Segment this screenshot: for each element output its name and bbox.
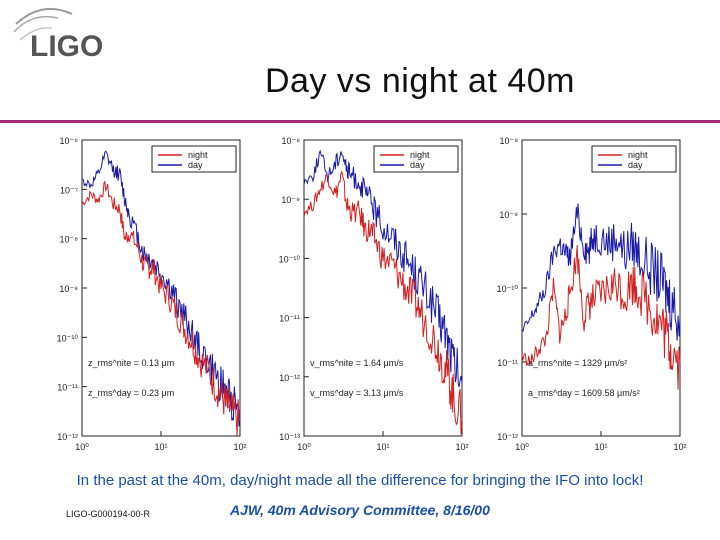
legend-label-day: day xyxy=(628,160,643,170)
chart-panel-velocity: 10⁻⁸ 10⁻⁹ 10⁻¹⁰ 10⁻¹¹ 10⁻¹² 10⁻¹³ 10⁰ 10¹ 10² nig… xyxy=(250,128,486,458)
x-tick-label: 10² xyxy=(455,442,468,452)
y-tick-label: 10⁻⁷ xyxy=(60,185,78,195)
y-tick-label: 10⁻¹⁰ xyxy=(57,333,79,343)
series-line-day xyxy=(303,149,463,388)
rms-annotation: z_rms^day = 0.23 μm xyxy=(88,388,174,398)
slide-caption: In the past at the 40m, day/night made a… xyxy=(76,472,644,489)
series-line-night xyxy=(521,245,681,390)
y-tick-label: 10⁻⁹ xyxy=(499,210,518,220)
series-line-night xyxy=(81,181,241,436)
y-tick-label: 10⁻¹⁰ xyxy=(279,254,301,264)
legend-label-night: night xyxy=(188,150,208,160)
y-tick-label: 10⁻¹² xyxy=(279,373,300,383)
rms-annotation: a_rms^day = 1609.58 μm/s² xyxy=(528,388,640,398)
page-title: Day vs night at 40m xyxy=(265,62,575,100)
ligo-logo: LIGO xyxy=(12,4,122,64)
document-id: LIGO-G000194-00-R xyxy=(66,509,151,519)
x-tick-label: 10² xyxy=(673,442,686,452)
x-tick-label: 10² xyxy=(233,442,246,452)
y-tick-label: 10⁻⁸ xyxy=(59,235,78,245)
legend-label-night: night xyxy=(410,150,430,160)
y-tick-label: 10⁻¹² xyxy=(57,432,78,442)
title-divider xyxy=(0,120,720,123)
x-tick-label: 10⁰ xyxy=(75,442,89,452)
y-tick-label: 10⁻⁶ xyxy=(60,136,79,146)
legend-frame xyxy=(591,145,677,173)
y-tick-label: 10⁻⁹ xyxy=(281,195,300,205)
legend-frame xyxy=(373,145,459,173)
y-tick-label: 10⁻¹³ xyxy=(279,432,300,442)
x-tick-label: 10⁰ xyxy=(297,442,311,452)
x-tick-label: 10¹ xyxy=(376,442,389,452)
x-tick-label: 10¹ xyxy=(594,442,607,452)
y-tick-label: 10⁻⁸ xyxy=(281,136,300,146)
footer-credit: AJW, 40m Advisory Committee, 8/16/00 xyxy=(230,502,490,518)
y-tick-label: 10⁻¹¹ xyxy=(57,383,78,393)
x-tick-label: 10¹ xyxy=(154,442,167,452)
series-line-night xyxy=(303,170,463,435)
logo-text: LIGO xyxy=(30,30,103,63)
rms-annotation: a_rms^nite = 1329 μm/s² xyxy=(528,358,627,368)
series-line-day xyxy=(81,150,241,427)
rms-annotation: v_rms^nite = 1.64 μm/s xyxy=(310,358,404,368)
y-tick-label: 10⁻¹¹ xyxy=(279,314,300,324)
chart-panel-displacement: 10⁻⁶ 10⁻⁷ 10⁻⁸ 10⁻⁹ 10⁻¹⁰ 10⁻¹¹ 10⁻¹² 10⁰ 10¹ 10²… xyxy=(28,128,264,458)
x-tick-label: 10⁰ xyxy=(515,442,529,452)
chart-panel-acceleration: 10⁻⁸ 10⁻⁹ 10⁻¹⁰ 10⁻¹¹ 10⁻¹² 10⁰ 10¹ 10² night day… xyxy=(468,128,704,458)
y-tick-label: 10⁻⁹ xyxy=(59,284,78,294)
legend-frame xyxy=(151,145,237,173)
y-tick-label: 10⁻¹⁰ xyxy=(497,284,519,294)
legend-label-night: night xyxy=(628,150,648,160)
y-tick-label: 10⁻⁸ xyxy=(499,136,518,146)
series-line-day xyxy=(521,203,681,341)
rms-annotation: v_rms^day = 3.13 μm/s xyxy=(310,388,404,398)
y-tick-label: 10⁻¹¹ xyxy=(497,358,518,368)
rms-annotation: z_rms^nite = 0.13 μm xyxy=(88,358,174,368)
plot-frame xyxy=(303,139,463,437)
y-tick-label: 10⁻¹² xyxy=(497,432,518,442)
legend-label-day: day xyxy=(188,160,203,170)
legend-label-day: day xyxy=(410,160,425,170)
